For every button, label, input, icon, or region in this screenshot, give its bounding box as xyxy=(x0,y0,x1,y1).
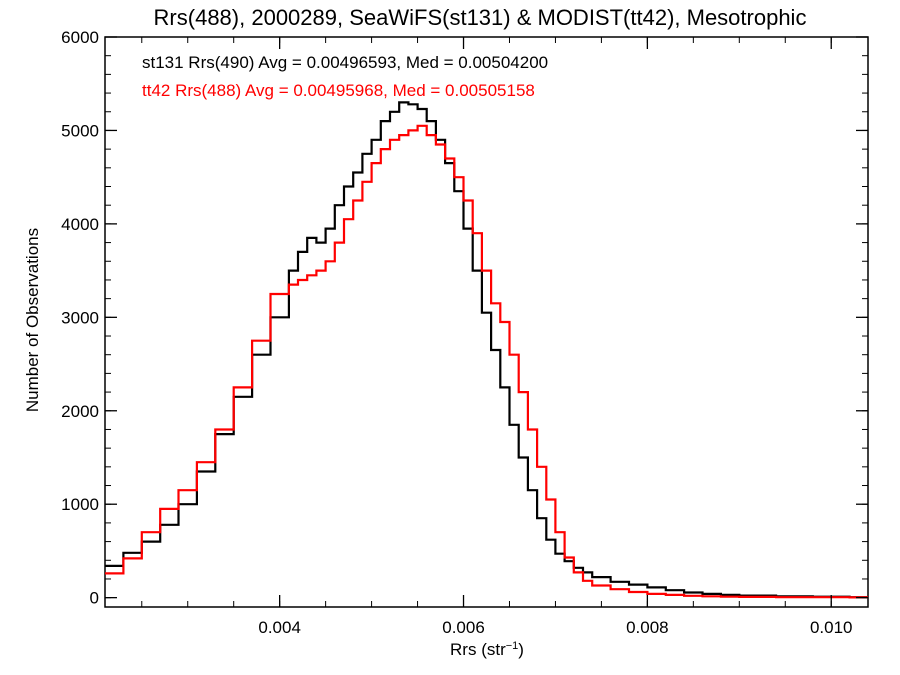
y-tick-label: 4000 xyxy=(61,215,99,234)
legend-entry-2: tt42 Rrs(488) Avg = 0.00495968, Med = 0.… xyxy=(142,81,535,100)
y-tick-label: 2000 xyxy=(61,402,99,421)
y-tick-label: 0 xyxy=(90,589,99,608)
series-line-2 xyxy=(105,124,868,599)
y-tick-label: 5000 xyxy=(61,121,99,140)
plot-frame xyxy=(104,36,869,608)
x-tick-label: 0.004 xyxy=(258,618,301,637)
x-axis-label-sup: −1 xyxy=(506,640,519,652)
y-axis-label: Number of Observations xyxy=(23,228,42,412)
y-tick-label: 1000 xyxy=(61,495,99,514)
plot-border xyxy=(104,36,869,608)
series-layer xyxy=(105,101,868,599)
legend-entry-1: st131 Rrs(490) Avg = 0.00496593, Med = 0… xyxy=(142,53,548,72)
chart-title: Rrs(488), 2000289, SeaWiFS(st131) & MODI… xyxy=(154,5,807,30)
series-line-1 xyxy=(105,101,868,599)
legend: st131 Rrs(490) Avg = 0.00496593, Med = 0… xyxy=(142,53,548,100)
x-axis-label-close: ) xyxy=(518,640,524,659)
x-tick-label: 0.008 xyxy=(626,618,669,637)
x-axis-label-main: Rrs (str xyxy=(450,640,506,659)
ticks-layer: 0.004 0.006 0.008 0.010 0 1000 2000 3000 4000 500… xyxy=(61,28,868,637)
x-axis-label: Rrs (str−1) xyxy=(450,640,524,659)
x-tick-label: 0.010 xyxy=(810,618,853,637)
y-tick-label: 6000 xyxy=(61,28,99,47)
x-tick-label: 0.006 xyxy=(442,618,485,637)
y-tick-label: 3000 xyxy=(61,308,99,327)
